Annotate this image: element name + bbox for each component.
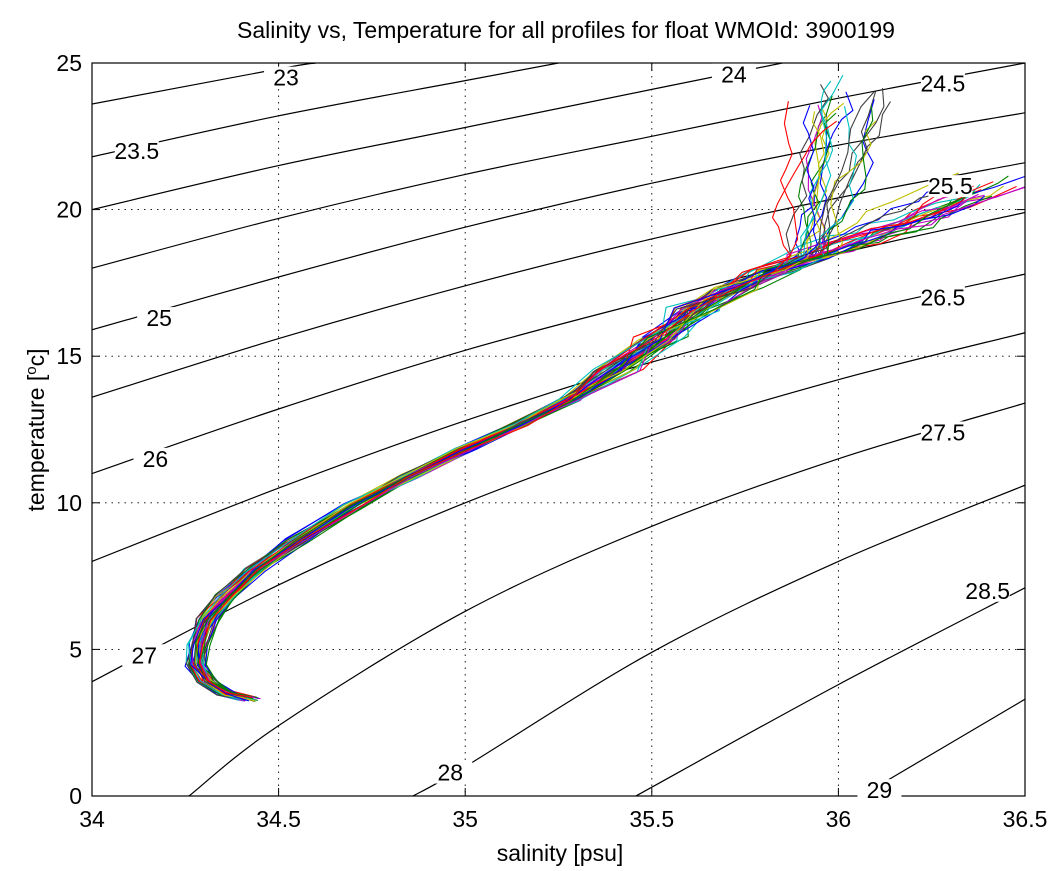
- axis-ticks: 34 34.5 35 35.5 36 36.5 0 5 10 15 20 25: [56, 50, 1047, 832]
- profile-line: [201, 200, 970, 702]
- contour-label: 24: [721, 62, 747, 88]
- profile-line: [185, 80, 832, 702]
- profile-line: [187, 194, 985, 702]
- contour-label-bg: [965, 579, 1010, 602]
- density-contour: [634, 587, 1025, 796]
- contour-label: 25: [146, 305, 172, 331]
- y-axis-label-main: temperature [: [23, 374, 49, 511]
- contour-label: 27.5: [921, 419, 966, 445]
- contour-label: 25.5: [928, 173, 973, 199]
- profile-line: [189, 101, 799, 698]
- profile-line: [191, 186, 941, 700]
- contour-label-bg: [137, 307, 182, 330]
- y-axis-label-tail: c]: [23, 348, 49, 366]
- profile-line: [196, 102, 845, 700]
- profile-line: [192, 188, 949, 700]
- profile-line: [202, 104, 826, 700]
- y-tick-label: 10: [56, 490, 82, 516]
- profile-line: [199, 186, 1025, 698]
- y-tick-label: 0: [69, 783, 82, 809]
- y-tick-label: 5: [69, 636, 82, 662]
- profile-line: [199, 91, 877, 699]
- x-tick-label: 36: [826, 806, 852, 832]
- x-tick-label: 34: [79, 806, 105, 832]
- profile-line: [188, 88, 885, 700]
- density-contour: [92, 63, 783, 211]
- profile-line: [195, 105, 874, 699]
- profile-line: [197, 188, 982, 699]
- profile-line: [197, 175, 1025, 698]
- contour-label-bg: [928, 175, 973, 198]
- y-tick-label: 25: [56, 50, 82, 76]
- profile-line: [188, 195, 993, 699]
- contour-label-bg: [857, 779, 902, 802]
- profile-line: [198, 120, 838, 699]
- profile-line: [196, 185, 1005, 701]
- contour-label-bg: [428, 761, 473, 784]
- profile-line: [190, 105, 819, 701]
- profile-line: [190, 181, 994, 699]
- profile-line: [200, 175, 1009, 699]
- profile-line: [185, 91, 875, 700]
- profile-line: [199, 101, 891, 700]
- contour-label: 24.5: [921, 71, 966, 97]
- profile-line: [198, 191, 975, 700]
- contour-label-bg: [920, 72, 965, 95]
- density-contour: [92, 162, 1025, 398]
- profile-line: [194, 111, 825, 699]
- chart-title: Salinity vs, Temperature for all profile…: [237, 17, 895, 43]
- x-tick-label: 36.5: [1003, 806, 1048, 832]
- profile-line: [192, 192, 960, 702]
- contour-label: 23.5: [114, 138, 159, 164]
- contour-label: 28: [437, 760, 463, 786]
- contour-label: 26.5: [921, 285, 966, 311]
- density-contour: [92, 332, 1025, 683]
- x-tick-label: 34.5: [256, 806, 301, 832]
- profile-line: [201, 185, 974, 698]
- profile-line: [195, 184, 981, 701]
- contour-label: 29: [867, 777, 893, 803]
- profile-line: [196, 195, 986, 702]
- x-tick-label: 35.5: [629, 806, 674, 832]
- density-contour: [188, 402, 1025, 796]
- profile-line: [204, 91, 854, 699]
- profile-line: [197, 186, 1025, 702]
- contour-label-bg: [122, 644, 167, 667]
- profile-line: [203, 95, 833, 702]
- density-contour: [92, 63, 1025, 269]
- contour-label-bg: [711, 63, 756, 86]
- profile-line: [194, 84, 829, 701]
- density-contour: [92, 273, 1025, 562]
- density-contour: [92, 211, 1025, 475]
- profile-line: [193, 188, 946, 698]
- contour-label-bg: [264, 66, 309, 89]
- contour-label-bg: [920, 286, 965, 309]
- profile-line: [198, 185, 1017, 702]
- y-axis-label-sup: o: [23, 366, 40, 374]
- contour-label: 27: [131, 642, 157, 668]
- plot-frame: [91, 62, 1026, 797]
- profile-line: [192, 197, 961, 702]
- contour-label: 26: [143, 446, 169, 472]
- contour-label-bg: [920, 421, 965, 444]
- contour-label-bg: [133, 447, 178, 470]
- contour-labels: 23 23.5 24 24.5 25.5 25 26.5 26 27.5 27 28.5 28 29: [114, 62, 1010, 803]
- contour-label: 28.5: [965, 578, 1010, 604]
- float-profiles: [184, 74, 1025, 702]
- y-axis-label: temperature [oc]: [23, 348, 49, 511]
- y-tick-label: 20: [56, 197, 82, 223]
- contour-label: 23: [273, 65, 299, 91]
- density-contours: [92, 63, 1025, 796]
- y-tick-label: 15: [56, 343, 82, 369]
- x-axis-label: salinity [psu]: [497, 840, 624, 866]
- profile-line: [187, 74, 844, 701]
- density-contour: [92, 63, 559, 158]
- x-tick-label: 35: [452, 806, 478, 832]
- contour-label-bg: [114, 139, 159, 162]
- grid-lines: [92, 63, 1025, 796]
- profile-line: [191, 193, 979, 698]
